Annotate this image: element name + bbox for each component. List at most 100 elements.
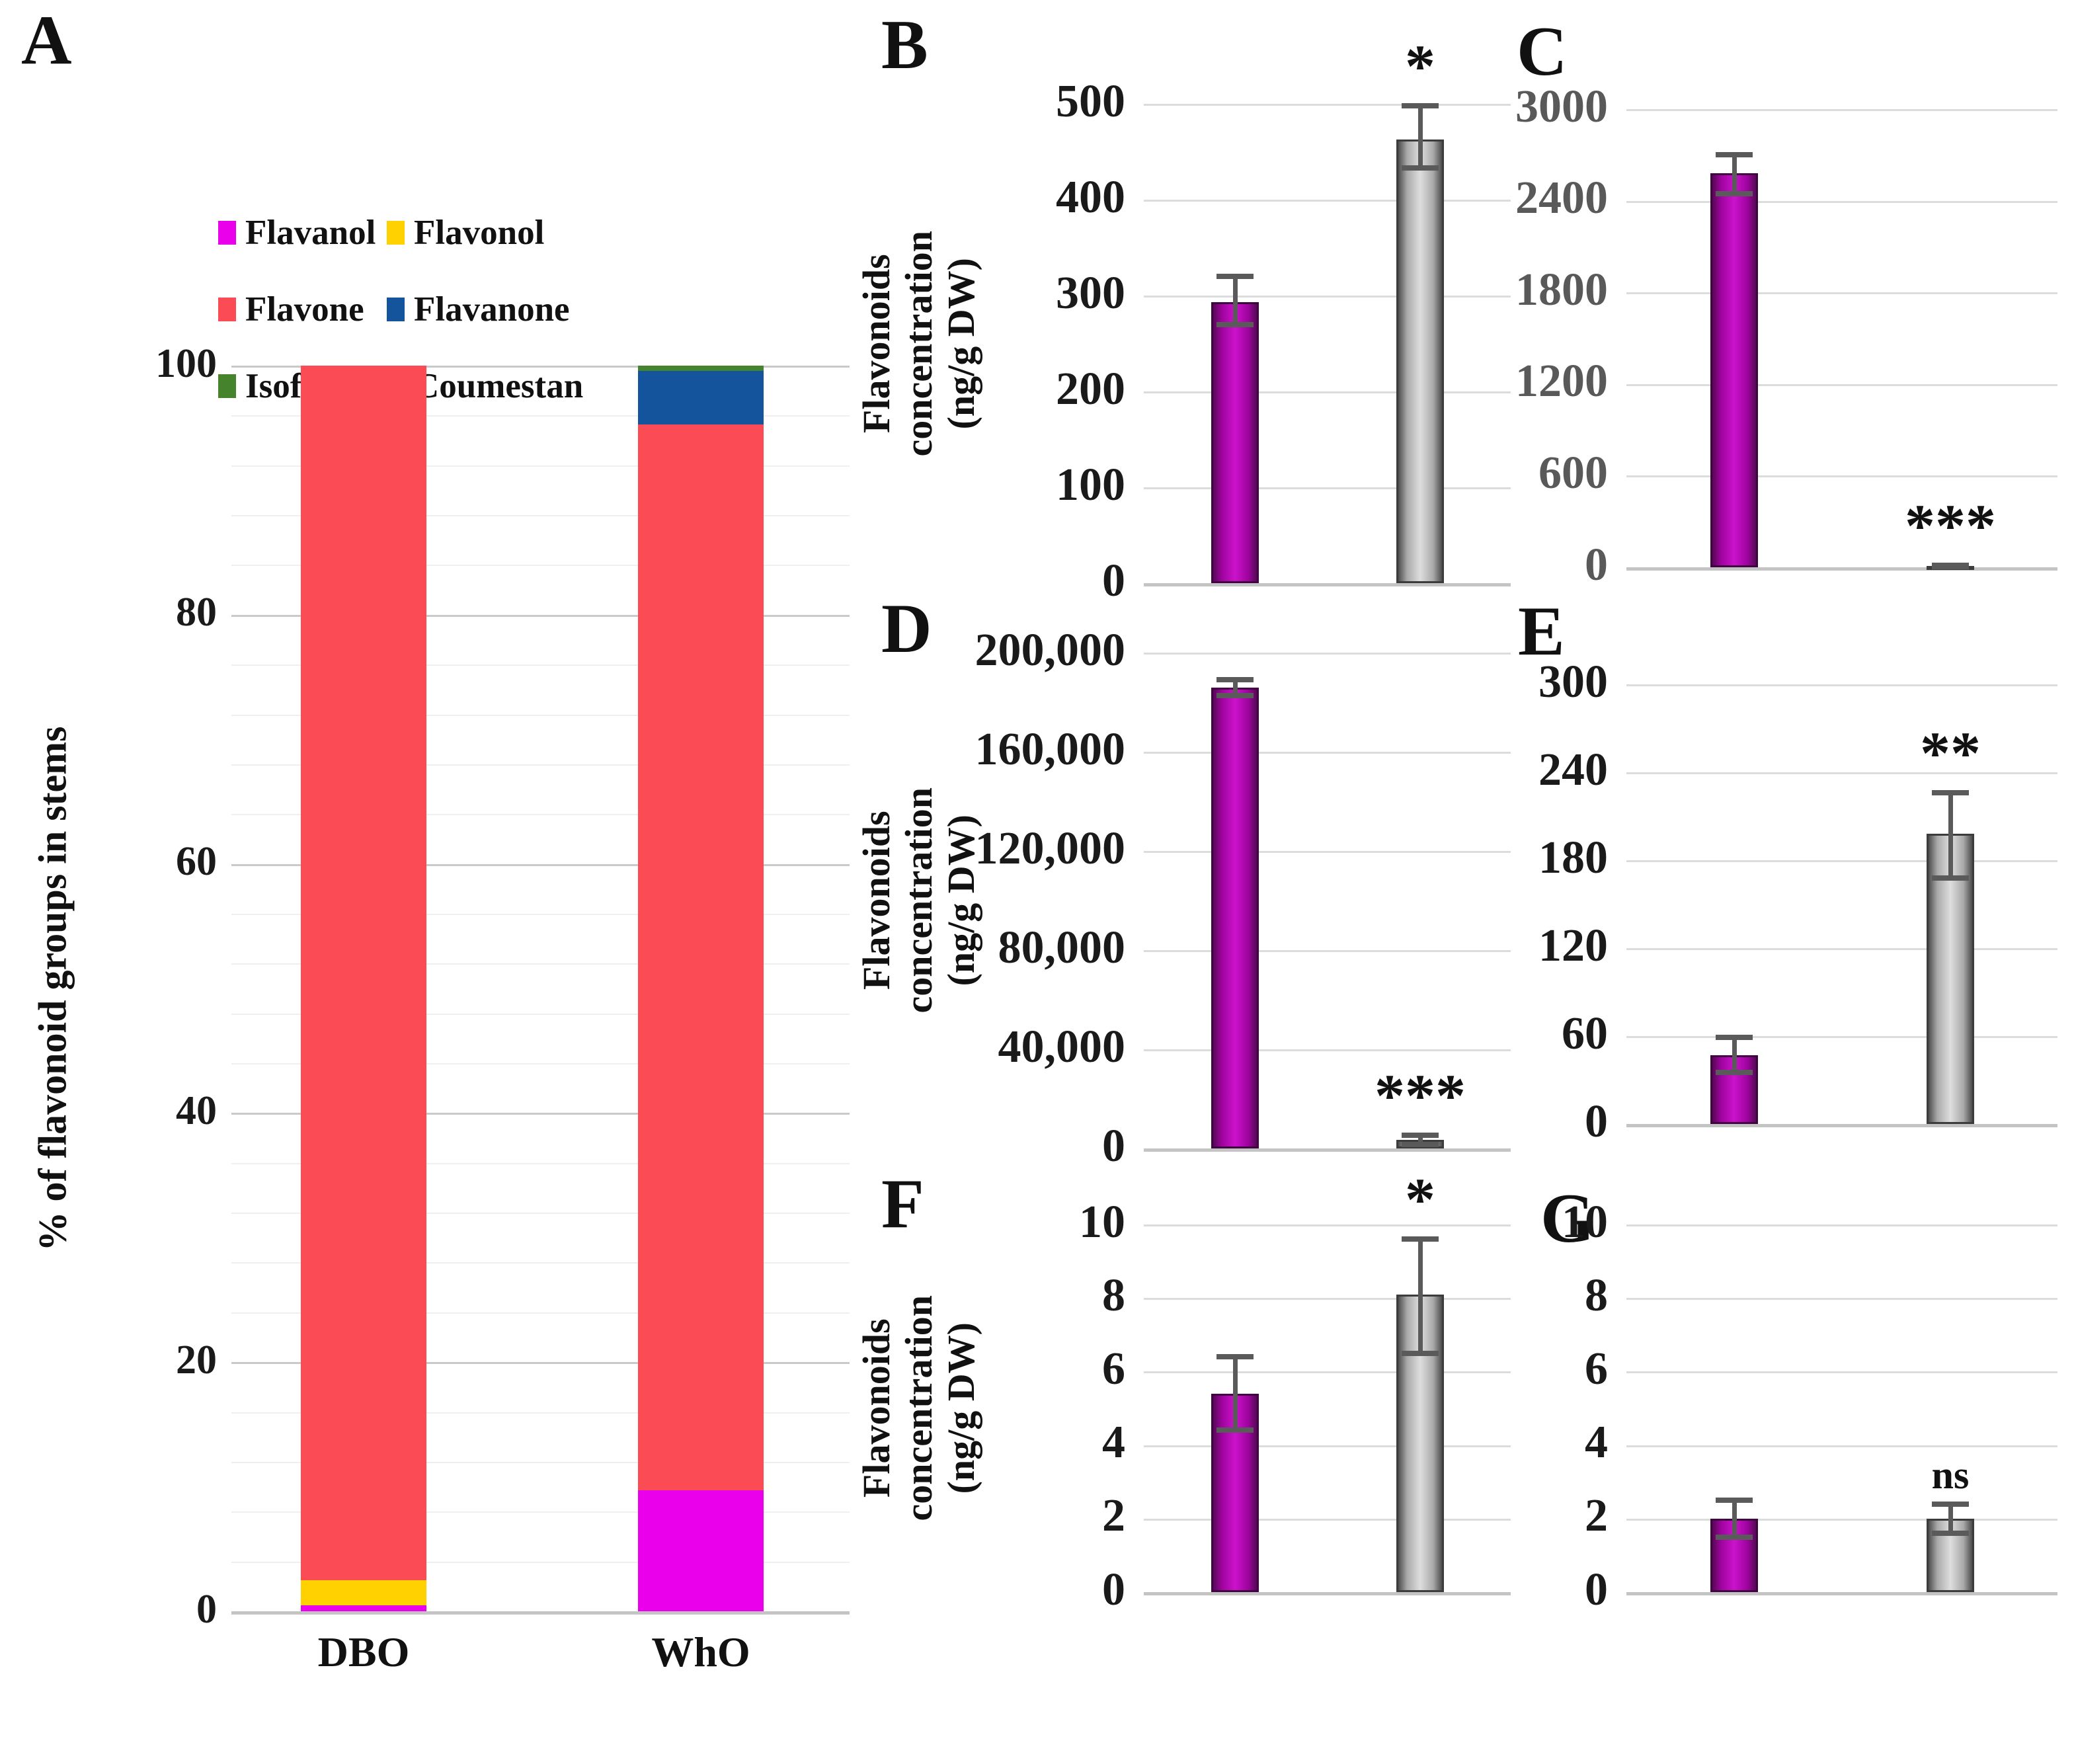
error-bar-cap [1716, 1070, 1753, 1076]
gridline [1626, 860, 2057, 862]
error-bar-stem [1417, 1239, 1423, 1353]
minor-gridline [231, 1461, 850, 1463]
gridline [1626, 292, 2057, 295]
y-axis-tick-label: 4 [1102, 1417, 1125, 1468]
y-axis-tick-label: 80,000 [998, 922, 1126, 973]
y-axis-tick-label: 2 [1585, 1490, 1608, 1542]
y-axis-tick-label: 400 [1056, 171, 1125, 223]
gridline [1626, 567, 2057, 571]
flavanol-segment [301, 1605, 426, 1611]
y-axis-title-line: Flavonoids [855, 811, 898, 990]
minor-gridline [231, 1162, 850, 1164]
gridline [1626, 948, 2057, 950]
y-axis-tick-label: 6 [1102, 1343, 1125, 1394]
gridline [1144, 200, 1511, 202]
y-axis-tick-label: 0 [1102, 1564, 1125, 1615]
y-axis-tick-label: 500 [1056, 75, 1125, 127]
gridline [1144, 391, 1511, 393]
y-axis-tick-label: 0 [196, 1586, 217, 1632]
error-bar-cap [1716, 152, 1753, 158]
y-axis-tick-label: 100 [1056, 459, 1125, 510]
error-bar-cap [1216, 1354, 1254, 1360]
y-axis-tick-label: 8 [1585, 1269, 1608, 1321]
gridline [1144, 851, 1511, 853]
gridline [1144, 1049, 1511, 1051]
minor-gridline [231, 1063, 850, 1065]
gridline [1144, 104, 1511, 106]
error-bar-stem [1232, 276, 1238, 325]
legend-item-flavone: Flavone [218, 290, 364, 329]
gridline [231, 1362, 850, 1365]
gridline [1626, 1224, 2057, 1226]
flavone-segment [301, 366, 426, 1580]
gridline [1626, 1124, 2057, 1127]
y-axis-title-line: (ng/g DW) [939, 815, 982, 986]
error-bar-cap [1216, 1427, 1254, 1433]
flavanone-swatch-icon [387, 298, 405, 321]
minor-gridline [231, 1213, 850, 1215]
minor-gridline [231, 515, 850, 517]
gridline [1626, 1445, 2057, 1447]
y-axis-title-line: Flavonoids [855, 1318, 898, 1498]
minor-gridline [231, 565, 850, 567]
flavonol-segment [301, 1580, 426, 1605]
y-axis-title-line: (ng/g DW) [939, 1322, 982, 1494]
purple-bar [1710, 173, 1758, 567]
error-bar-cap [1932, 1531, 1969, 1537]
error-bar-cap [1402, 1350, 1439, 1356]
purple-bar [1710, 1055, 1758, 1124]
y-axis-tick-label: 160,000 [975, 723, 1126, 775]
flavone-segment [638, 424, 764, 1491]
panel-b-letter: B [881, 6, 928, 83]
y-axis-tick-label: 6 [1585, 1343, 1608, 1394]
y-axis-tick-label: 300 [1056, 267, 1125, 319]
significance-label: * [1405, 32, 1435, 100]
significance-label: ** [1920, 719, 1981, 787]
gridline [231, 1113, 850, 1115]
y-axis-title-line: Flavonoids [855, 254, 898, 434]
legend-item-flavanol: Flavanol [218, 213, 376, 253]
panel-e-letter: E [1518, 592, 1565, 670]
flavanone-segment [638, 370, 764, 424]
panel-f-letter: F [881, 1165, 924, 1242]
gridline [1144, 1518, 1511, 1521]
error-bar-stem [1232, 679, 1238, 696]
y-axis-tick-label: 600 [1538, 448, 1608, 499]
y-axis-tick-label: 80 [176, 590, 217, 635]
gridline [1626, 684, 2057, 686]
y-axis-tick-label: 60 [1562, 1008, 1608, 1059]
flavanol-segment [638, 1490, 764, 1611]
y-axis-tick-label: 1800 [1515, 264, 1608, 315]
minor-gridline [231, 814, 850, 816]
panel-c-letter: C [1517, 13, 1568, 90]
gridline [1144, 653, 1511, 655]
error-bar-stem [1948, 1503, 1953, 1534]
gridline [231, 614, 850, 617]
significance-label: * [1405, 1166, 1435, 1234]
y-axis-title-line: concentration [897, 231, 941, 457]
gridline [1626, 383, 2057, 386]
legend-item-flavonol: Flavonol [387, 213, 544, 253]
y-axis-title-line: concentration [897, 787, 941, 1014]
legend-label: Coumestan [414, 367, 584, 405]
error-bar-stem [1232, 1357, 1238, 1431]
y-axis-tick-label: 0 [1102, 1120, 1125, 1172]
minor-gridline [231, 1561, 850, 1563]
flavonol-swatch-icon [387, 221, 405, 245]
minor-gridline [231, 664, 850, 666]
gray-bar [1927, 834, 1974, 1124]
y-axis-tick-label: 2 [1102, 1490, 1125, 1542]
y-axis-tick-label: 240 [1538, 744, 1608, 795]
gridline [1144, 1592, 1511, 1595]
y-axis-tick-label: 40,000 [998, 1021, 1126, 1072]
gray-bar [1396, 139, 1444, 583]
y-axis-tick-label: 300 [1538, 656, 1608, 707]
y-axis-tick-label: 8 [1102, 1269, 1125, 1321]
error-bar-cap [1216, 321, 1254, 327]
gridline [1626, 200, 2057, 203]
y-axis-tick-label: 10 [1079, 1196, 1125, 1248]
y-axis-tick-label: 100 [155, 341, 217, 386]
minor-gridline [231, 465, 850, 467]
gridline [1144, 296, 1511, 298]
